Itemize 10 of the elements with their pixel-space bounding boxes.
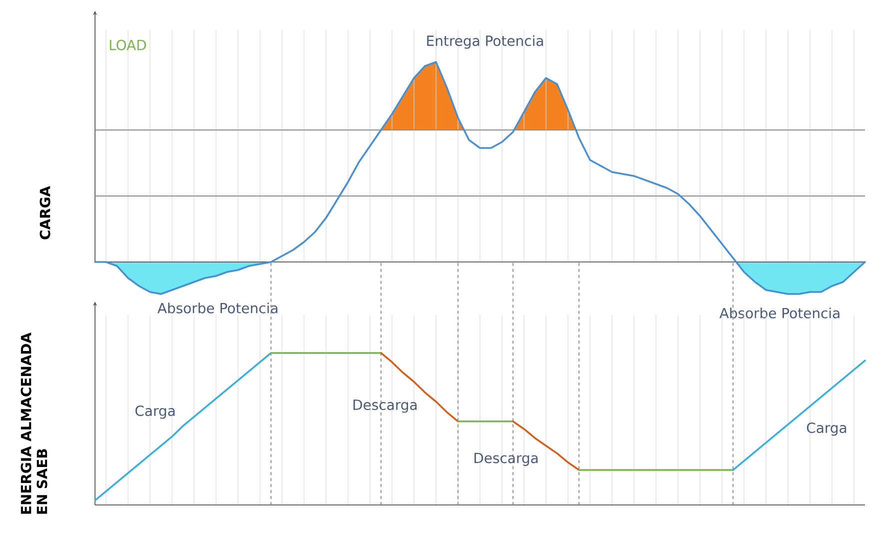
text: Absorbe Potencia	[720, 308, 840, 318]
y-axis-title: ENERGIA ALMACENADA EN SAEB	[20, 332, 48, 514]
text: Entrega Potencia	[427, 35, 543, 49]
series-label: Descarga	[474, 452, 538, 466]
series-label: Carga	[806, 422, 846, 436]
y-axis-title: CARGA	[40, 186, 50, 240]
series-label: Carga	[135, 406, 175, 419]
text: LOAD	[110, 40, 146, 50]
series-label: Descarga	[354, 400, 417, 413]
text: Absorbe Potencia	[158, 302, 278, 314]
